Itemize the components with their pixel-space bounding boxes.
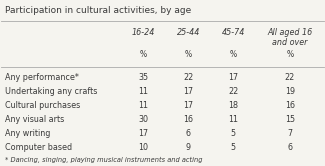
Text: 18: 18 bbox=[228, 101, 239, 110]
Text: 9: 9 bbox=[186, 143, 191, 152]
Text: %: % bbox=[140, 50, 147, 59]
Text: 11: 11 bbox=[138, 101, 148, 110]
Text: 7: 7 bbox=[287, 129, 292, 138]
Text: 5: 5 bbox=[231, 129, 236, 138]
Text: %: % bbox=[286, 50, 293, 59]
Text: Any performance*: Any performance* bbox=[5, 73, 78, 82]
Text: 30: 30 bbox=[138, 115, 148, 124]
Text: 19: 19 bbox=[285, 87, 295, 96]
Text: 6: 6 bbox=[186, 129, 191, 138]
Text: Any writing: Any writing bbox=[5, 129, 50, 138]
Text: 25-44: 25-44 bbox=[176, 28, 200, 37]
Text: 5: 5 bbox=[231, 143, 236, 152]
Text: 22: 22 bbox=[285, 73, 295, 82]
Text: %: % bbox=[230, 50, 237, 59]
Text: 16-24: 16-24 bbox=[132, 28, 155, 37]
Text: Any visual arts: Any visual arts bbox=[5, 115, 64, 124]
Text: 10: 10 bbox=[138, 143, 148, 152]
Text: 11: 11 bbox=[228, 115, 239, 124]
Text: Participation in cultural activities, by age: Participation in cultural activities, by… bbox=[5, 6, 191, 15]
Text: 17: 17 bbox=[228, 73, 239, 82]
Text: Undertaking any crafts: Undertaking any crafts bbox=[5, 87, 97, 96]
Text: 45-74: 45-74 bbox=[222, 28, 245, 37]
Text: Cultural purchases: Cultural purchases bbox=[5, 101, 80, 110]
Text: 22: 22 bbox=[183, 73, 193, 82]
Text: * Dancing, singing, playing musical instruments and acting: * Dancing, singing, playing musical inst… bbox=[5, 157, 202, 163]
Text: 17: 17 bbox=[183, 87, 193, 96]
Text: 17: 17 bbox=[138, 129, 148, 138]
Text: 16: 16 bbox=[285, 101, 295, 110]
Text: 6: 6 bbox=[287, 143, 292, 152]
Text: %: % bbox=[185, 50, 192, 59]
Text: 11: 11 bbox=[138, 87, 148, 96]
Text: All aged 16
and over: All aged 16 and over bbox=[267, 28, 312, 47]
Text: 15: 15 bbox=[285, 115, 295, 124]
Text: Computer based: Computer based bbox=[5, 143, 72, 152]
Text: 17: 17 bbox=[183, 101, 193, 110]
Text: 35: 35 bbox=[138, 73, 148, 82]
Text: 22: 22 bbox=[228, 87, 239, 96]
Text: 16: 16 bbox=[183, 115, 193, 124]
